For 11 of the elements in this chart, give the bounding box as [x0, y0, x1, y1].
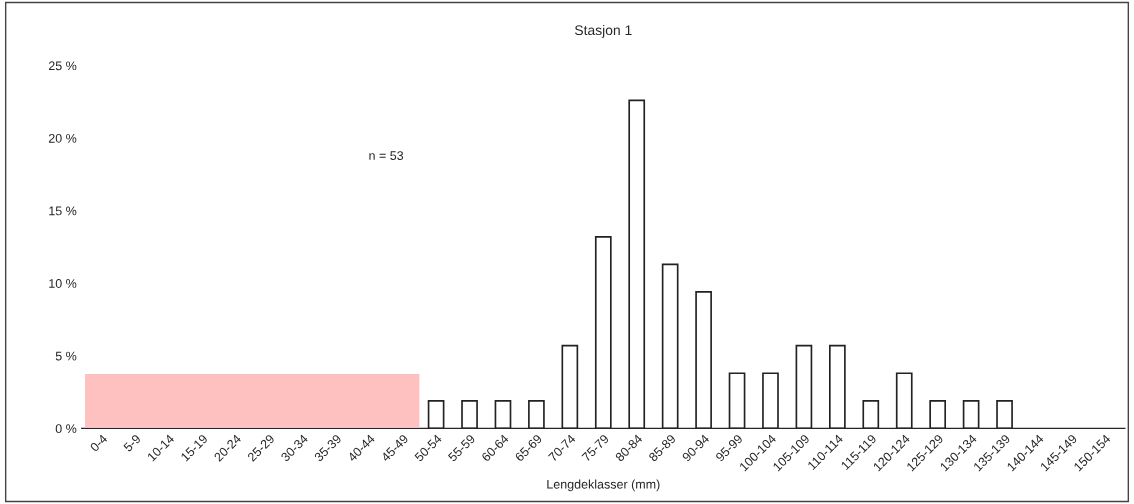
x-tick-label: 5-9	[122, 433, 142, 453]
chart-title: Stasjon 1	[574, 24, 632, 38]
y-tick-label: 25 %	[48, 61, 77, 71]
y-tick-label: 10 %	[49, 279, 77, 288]
y-tick-label: 20 %	[48, 133, 77, 143]
y-tick-label: 5 %	[55, 351, 77, 361]
annotation: n = 53	[369, 151, 404, 160]
x-axis-title: Lengdeklasser (mm)	[547, 479, 660, 492]
x-tick-label: 0-4	[89, 433, 108, 453]
y-tick-label: 15 %	[49, 206, 77, 216]
y-tick-label: 0 %	[55, 424, 77, 434]
